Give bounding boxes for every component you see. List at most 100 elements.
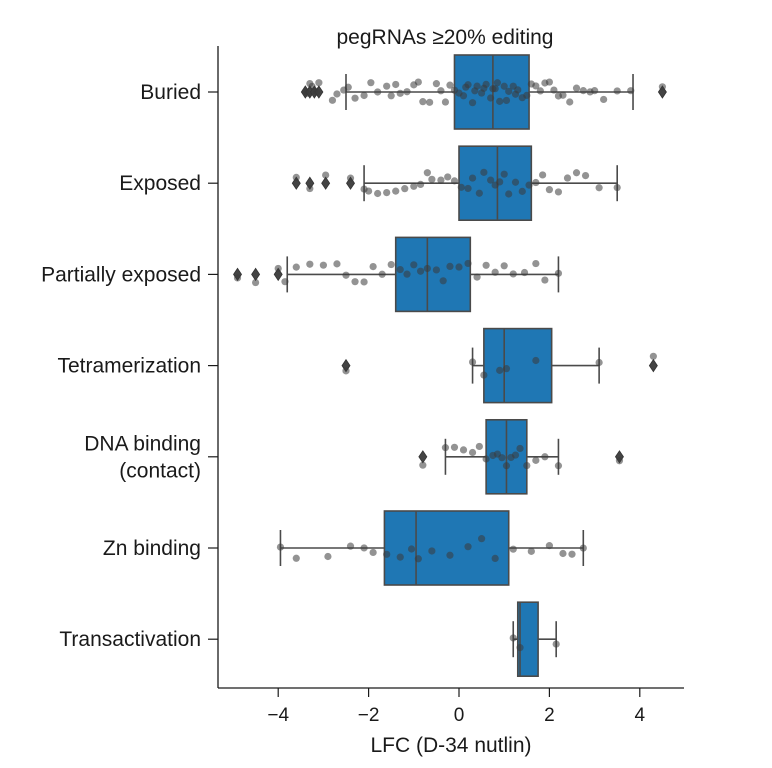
data-point (572, 169, 581, 177)
data-point (233, 274, 242, 282)
data-point (432, 80, 440, 88)
data-point (428, 547, 436, 555)
data-point (374, 189, 382, 198)
data-point (502, 462, 511, 470)
data-point (568, 550, 576, 558)
data-point (520, 268, 529, 277)
data-point (441, 98, 450, 106)
data-point (324, 552, 332, 561)
data-point (403, 270, 411, 278)
data-point (487, 94, 495, 102)
data-point (545, 186, 554, 194)
data-point (383, 550, 391, 558)
box (516, 601, 539, 678)
data-point (480, 371, 488, 379)
data-point (600, 95, 608, 104)
data-point (374, 88, 382, 96)
data-point (525, 181, 533, 189)
data-point (491, 268, 499, 276)
data-point (360, 91, 368, 100)
data-point (615, 457, 624, 465)
data-point (473, 273, 481, 281)
y-tick-label: (contact) (119, 459, 201, 482)
data-point (500, 262, 508, 270)
data-point (500, 82, 508, 90)
data-point (432, 266, 440, 274)
data-point (550, 86, 558, 94)
y-tick-label: Transactivation (59, 628, 201, 651)
data-point (572, 84, 581, 92)
x-tick-label: 2 (544, 705, 555, 726)
y-tick-label: Tetramerization (57, 355, 201, 378)
data-point (595, 184, 603, 192)
data-point (539, 171, 547, 179)
data-point (459, 92, 468, 100)
data-point (502, 365, 511, 373)
outlier-marker (418, 450, 428, 464)
data-point (511, 451, 520, 459)
data-point (464, 81, 472, 89)
data-point (559, 549, 567, 558)
data-point (276, 543, 285, 551)
data-point (369, 548, 377, 557)
data-point (437, 87, 445, 95)
y-tick-label: DNA binding (84, 432, 201, 455)
plot-area (233, 54, 667, 678)
data-point (333, 260, 341, 268)
data-point (322, 171, 330, 179)
data-point (468, 174, 477, 182)
category-group (341, 327, 658, 404)
x-tick-label: −2 (358, 705, 380, 726)
chart-title: pegRNAs ≥20% editing (337, 26, 554, 49)
data-point (541, 276, 549, 284)
data-point (383, 188, 391, 197)
data-point (346, 174, 355, 182)
data-point (475, 189, 483, 197)
data-point (313, 88, 321, 96)
data-point (439, 277, 447, 285)
data-point (274, 264, 282, 273)
data-point (367, 79, 375, 87)
data-point (342, 367, 350, 375)
y-tick-label: Buried (140, 81, 201, 104)
data-point (383, 82, 391, 90)
y-tick-label: Partially exposed (41, 263, 201, 286)
data-point (498, 454, 506, 462)
data-point (613, 183, 621, 192)
data-point (581, 171, 590, 180)
data-point (410, 261, 418, 269)
data-point (491, 554, 499, 563)
data-point (401, 185, 409, 193)
data-point (473, 82, 481, 90)
data-point (419, 98, 427, 106)
category-group (291, 145, 621, 221)
data-point (423, 169, 431, 177)
x-axis-label: LFC (D-34 nutlin) (370, 734, 531, 757)
data-point (403, 88, 411, 96)
data-point (464, 184, 472, 193)
data-point (482, 80, 490, 88)
data-point (509, 270, 517, 278)
data-point (378, 270, 386, 278)
data-point (387, 260, 395, 269)
data-point (545, 78, 554, 86)
category-group (418, 418, 624, 495)
data-point (459, 446, 468, 454)
data-point (457, 183, 465, 191)
data-point (505, 87, 513, 95)
data-point (523, 461, 531, 470)
data-point (613, 87, 621, 95)
data-point (365, 187, 373, 195)
outlier-marker (251, 267, 261, 282)
data-point (523, 91, 531, 99)
data-point (446, 262, 454, 271)
category-group (276, 510, 587, 586)
data-point (468, 448, 477, 457)
data-point (545, 542, 554, 550)
data-point (410, 182, 418, 190)
data-point (502, 96, 511, 105)
data-point (428, 175, 436, 183)
data-point (482, 261, 490, 269)
data-point (419, 461, 427, 469)
